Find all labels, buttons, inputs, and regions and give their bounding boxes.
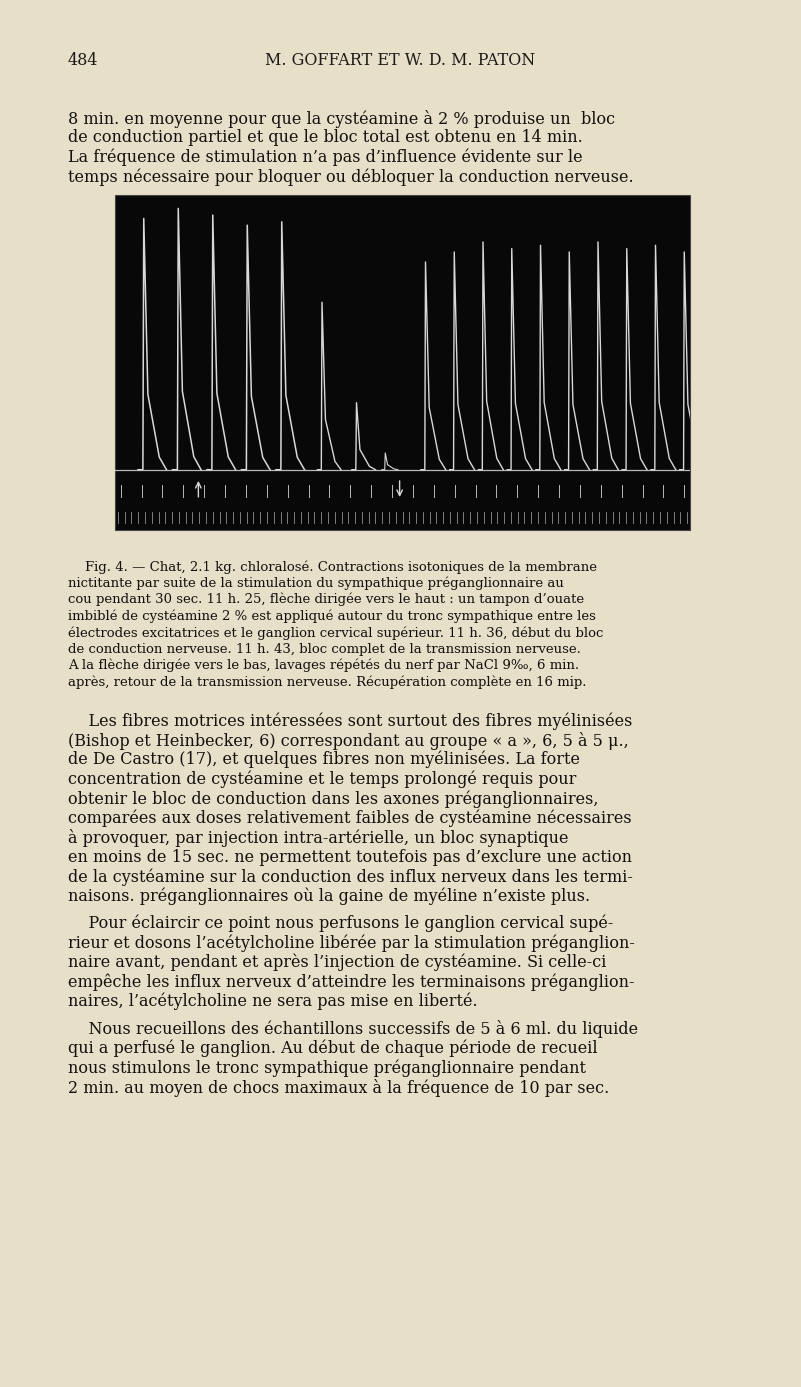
Text: empêche les influx nerveux d’atteindre les terminaisons préganglion-: empêche les influx nerveux d’atteindre l…: [68, 974, 634, 990]
Text: concentration de cystéamine et le temps prolongé requis pour: concentration de cystéamine et le temps …: [68, 771, 577, 788]
Text: Nous recueillons des échantillons successifs de 5 à 6 ml. du liquide: Nous recueillons des échantillons succes…: [68, 1019, 638, 1037]
Text: après, retour de la transmission nerveuse. Récupération complète en 16 mip.: après, retour de la transmission nerveus…: [68, 675, 586, 689]
Text: de la cystéamine sur la conduction des influx nerveux dans les termi-: de la cystéamine sur la conduction des i…: [68, 868, 633, 885]
Text: A la flèche dirigée vers le bas, lavages répétés du nerf par NaCl 9‰, 6 min.: A la flèche dirigée vers le bas, lavages…: [68, 659, 579, 673]
Text: imbiblé de cystéamine 2 % est appliqué autour du tronc sympathique entre les: imbiblé de cystéamine 2 % est appliqué a…: [68, 609, 596, 623]
Text: nictitante par suite de la stimulation du sympathique préganglionnaire au: nictitante par suite de la stimulation d…: [68, 577, 564, 589]
Text: naire avant, pendant et après l’injection de cystéamine. Si celle-ci: naire avant, pendant et après l’injectio…: [68, 954, 606, 971]
Text: nous stimulons le tronc sympathique préganglionnaire pendant: nous stimulons le tronc sympathique prég…: [68, 1060, 586, 1076]
Text: 484: 484: [68, 51, 99, 69]
Text: (Bishop et Heinbecker, 6) correspondant au groupe « a », 6, 5 à 5 μ.,: (Bishop et Heinbecker, 6) correspondant …: [68, 731, 629, 749]
Text: Les fibres motrices intéressées sont surtout des fibres myélinisées: Les fibres motrices intéressées sont sur…: [68, 712, 632, 730]
Text: temps nécessaire pour bloquer ou débloquer la conduction nerveuse.: temps nécessaire pour bloquer ou débloqu…: [68, 168, 634, 186]
Text: 2 min. au moyen de chocs maximaux à la fréquence de 10 par sec.: 2 min. au moyen de chocs maximaux à la f…: [68, 1079, 610, 1097]
Text: de conduction partiel et que le bloc total est obtenu en 14 min.: de conduction partiel et que le bloc tot…: [68, 129, 583, 147]
Text: Fig. 4. — Chat, 2.1 kg. chloralosé. Contractions isotoniques de la membrane: Fig. 4. — Chat, 2.1 kg. chloralosé. Cont…: [68, 560, 597, 573]
Text: de De Castro (17), et quelques fibres non myélinisées. La forte: de De Castro (17), et quelques fibres no…: [68, 750, 580, 768]
Text: Pour éclaircir ce point nous perfusons le ganglion cervical supé-: Pour éclaircir ce point nous perfusons l…: [68, 915, 614, 932]
Text: M. GOFFART ET W. D. M. PATON: M. GOFFART ET W. D. M. PATON: [265, 51, 535, 69]
Text: naires, l’acétylcholine ne sera pas mise en liberté.: naires, l’acétylcholine ne sera pas mise…: [68, 993, 477, 1010]
Text: comparées aux doses relativement faibles de cystéamine nécessaires: comparées aux doses relativement faibles…: [68, 810, 632, 827]
Text: naisons. préganglionnaires où la gaine de myéline n’existe plus.: naisons. préganglionnaires où la gaine d…: [68, 888, 590, 904]
Text: de conduction nerveuse. 11 h. 43, bloc complet de la transmission nerveuse.: de conduction nerveuse. 11 h. 43, bloc c…: [68, 642, 581, 656]
Text: obtenir le bloc de conduction dans les axones préganglionnaires,: obtenir le bloc de conduction dans les a…: [68, 791, 598, 807]
Text: à provoquer, par injection intra-artérielle, un bloc synaptique: à provoquer, par injection intra-artérie…: [68, 829, 569, 847]
Text: cou pendant 30 sec. 11 h. 25, flèche dirigée vers le haut : un tampon d’ouate: cou pendant 30 sec. 11 h. 25, flèche dir…: [68, 594, 584, 606]
Bar: [115, 196, 690, 530]
Text: 8 min. en moyenne pour que la cystéamine à 2 % produise un  bloc: 8 min. en moyenne pour que la cystéamine…: [68, 110, 615, 128]
Text: électrodes excitatrices et le ganglion cervical supérieur. 11 h. 36, début du bl: électrodes excitatrices et le ganglion c…: [68, 626, 603, 639]
Text: en moins de 15 sec. ne permettent toutefois pas d’exclure une action: en moins de 15 sec. ne permettent toutef…: [68, 849, 632, 865]
Text: La fréquence de stimulation n’a pas d’influence évidente sur le: La fréquence de stimulation n’a pas d’in…: [68, 148, 582, 166]
Text: qui a perfusé le ganglion. Au début de chaque période de recueil: qui a perfusé le ganglion. Au début de c…: [68, 1040, 598, 1057]
Text: rieur et dosons l’acétylcholine libérée par la stimulation préganglion-: rieur et dosons l’acétylcholine libérée …: [68, 935, 635, 951]
